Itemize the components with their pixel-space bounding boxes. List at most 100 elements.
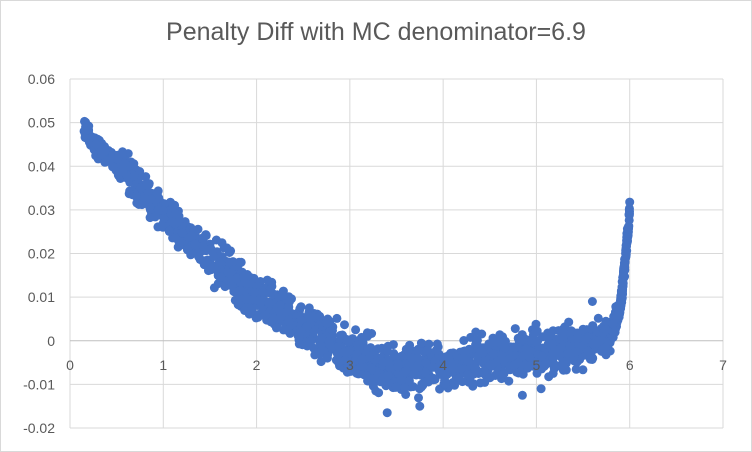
data-point [578, 365, 588, 375]
scatter-points [79, 116, 635, 418]
tick-labels: 0 1 2 3 4 5 6 7 -0.02 -0.01 0 0.01 0.02 0.03 0.04 0.05 0… [23, 71, 727, 436]
x-tick-label: 2 [253, 357, 261, 373]
data-point [146, 194, 156, 204]
data-point [401, 390, 411, 399]
data-point [616, 286, 626, 296]
data-point [100, 157, 110, 167]
data-point [91, 139, 101, 149]
data-point [268, 313, 278, 323]
data-point [588, 321, 598, 331]
data-point [359, 362, 368, 371]
data-point [198, 241, 208, 251]
data-point [340, 320, 349, 330]
data-point [357, 354, 367, 364]
data-point [531, 337, 541, 347]
data-point [608, 319, 618, 329]
data-point [282, 325, 292, 335]
data-point [368, 381, 378, 391]
data-point [523, 346, 533, 355]
data-point [167, 217, 177, 227]
data-point [124, 189, 134, 199]
data-point [496, 334, 506, 344]
data-point [229, 287, 239, 297]
data-point [537, 351, 547, 361]
data-point [414, 393, 423, 403]
data-point [581, 335, 591, 344]
data-point [250, 288, 260, 297]
data-point [489, 349, 499, 359]
data-point [207, 247, 217, 256]
data-point [624, 210, 634, 220]
data-point [332, 313, 342, 323]
data-point [143, 187, 153, 197]
data-point [438, 361, 448, 370]
data-point [321, 318, 331, 328]
data-point [366, 363, 376, 373]
data-point [264, 288, 274, 298]
data-point [284, 302, 294, 312]
data-point [522, 361, 532, 371]
data-point [421, 368, 430, 378]
data-point [134, 200, 144, 209]
data-point [333, 349, 343, 359]
data-point [164, 226, 174, 236]
data-point [393, 361, 403, 371]
y-tick-label: -0.01 [23, 376, 55, 392]
data-point [485, 373, 495, 383]
data-point [624, 222, 633, 232]
data-point [253, 312, 263, 322]
data-point [478, 348, 488, 358]
data-point [401, 366, 411, 376]
data-point [544, 372, 554, 382]
data-point [182, 245, 192, 255]
data-point [440, 379, 450, 389]
data-point [304, 303, 314, 313]
data-point [570, 347, 580, 357]
data-point [432, 339, 442, 349]
data-point [536, 384, 546, 394]
data-point [423, 345, 433, 355]
data-point [354, 369, 363, 379]
x-tick-label: 6 [626, 357, 634, 373]
y-tick-label: 0.02 [28, 246, 55, 262]
data-point [444, 354, 454, 364]
data-point [168, 202, 178, 212]
data-point [531, 319, 541, 329]
data-point [171, 209, 181, 219]
data-point [333, 357, 343, 367]
data-point [621, 249, 631, 259]
data-point [275, 313, 285, 323]
data-point [306, 336, 316, 346]
data-point [556, 361, 566, 371]
data-point [150, 212, 160, 222]
data-point [382, 408, 392, 418]
data-point [223, 267, 233, 277]
data-point [572, 328, 582, 338]
data-point [504, 376, 514, 386]
data-point [233, 300, 243, 310]
data-point [421, 358, 431, 368]
data-point [108, 162, 118, 172]
data-point [178, 228, 187, 238]
y-tick-label: 0.01 [28, 289, 55, 305]
chart-title: Penalty Diff with MC denominator=6.9 [166, 18, 586, 46]
data-point [309, 325, 319, 335]
data-point [344, 337, 353, 347]
data-point [593, 313, 603, 323]
data-point [459, 336, 469, 345]
data-point [118, 147, 127, 157]
data-point [284, 317, 294, 327]
data-point [324, 336, 334, 346]
data-point [409, 369, 419, 379]
data-point [190, 239, 200, 249]
data-point [142, 180, 152, 190]
data-point [525, 352, 534, 362]
y-tick-label: 0.05 [28, 115, 55, 131]
data-point [424, 374, 434, 384]
data-point [618, 278, 628, 288]
data-point [113, 154, 122, 164]
data-point [415, 384, 425, 394]
data-point [256, 298, 265, 308]
x-tick-label: 3 [346, 357, 354, 373]
data-point [240, 306, 250, 315]
